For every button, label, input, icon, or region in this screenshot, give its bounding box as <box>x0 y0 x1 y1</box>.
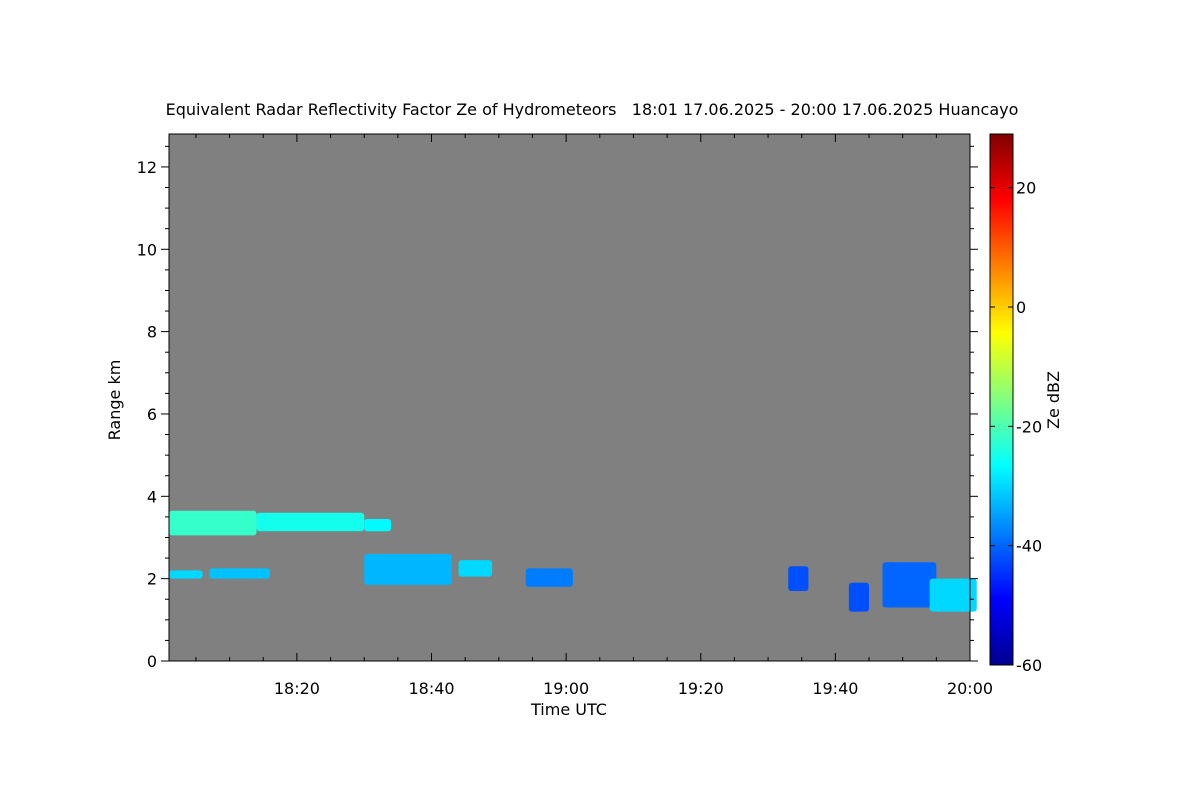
y-tick-label: 2 <box>147 570 157 589</box>
echo-region <box>364 553 452 585</box>
echo-region <box>209 568 270 579</box>
y-axis: 0 2 4 6 8 10 12 <box>137 145 978 671</box>
x-tick-label: 19:20 <box>678 679 724 698</box>
y-tick-label: 4 <box>147 487 157 506</box>
colorbar-tick-label: 0 <box>1016 298 1026 317</box>
y-tick-label: 6 <box>147 405 157 424</box>
y-tick-label: 12 <box>137 158 157 177</box>
y-axis-label: Range km <box>105 360 124 441</box>
colorbar-tick-label: 20 <box>1016 179 1036 198</box>
echo-region <box>525 568 573 587</box>
echo-region <box>169 570 203 579</box>
echo-region <box>364 518 392 532</box>
echo-region <box>848 582 870 612</box>
colorbar-tick-label: -40 <box>1016 537 1042 556</box>
echo-region <box>929 578 977 612</box>
echo-region <box>788 566 809 592</box>
x-tick-label: 19:00 <box>543 679 589 698</box>
plot-frame <box>168 133 971 662</box>
chart-title: Equivalent Radar Reflectivity Factor Ze … <box>166 100 1019 119</box>
echo-region <box>256 512 365 532</box>
plot-area <box>168 133 977 662</box>
colorbar: 20 0 -20 -40 -60 Ze dBZ <box>989 133 1063 675</box>
y-tick-label: 10 <box>137 240 157 259</box>
echo-layer <box>169 510 977 612</box>
colorbar-gradient <box>989 133 1014 666</box>
echo-region <box>458 560 493 577</box>
x-axis: 18:20 18:40 19:00 19:20 19:40 20:00 <box>195 134 993 698</box>
x-tick-label: 18:20 <box>274 679 320 698</box>
y-tick-label: 8 <box>147 323 157 342</box>
colorbar-tick-label: -60 <box>1016 656 1042 675</box>
y-tick-label: 0 <box>147 652 157 671</box>
colorbar-ticks: 20 0 -20 -40 -60 <box>990 179 1042 675</box>
echo-region <box>882 562 937 608</box>
colorbar-label: Ze dBZ <box>1044 371 1063 429</box>
x-tick-label: 20:00 <box>947 679 993 698</box>
colorbar-tick-label: -20 <box>1016 417 1042 436</box>
x-tick-label: 18:40 <box>408 679 454 698</box>
echo-region <box>169 510 257 536</box>
x-tick-label: 19:40 <box>812 679 858 698</box>
x-axis-label: Time UTC <box>530 700 607 719</box>
